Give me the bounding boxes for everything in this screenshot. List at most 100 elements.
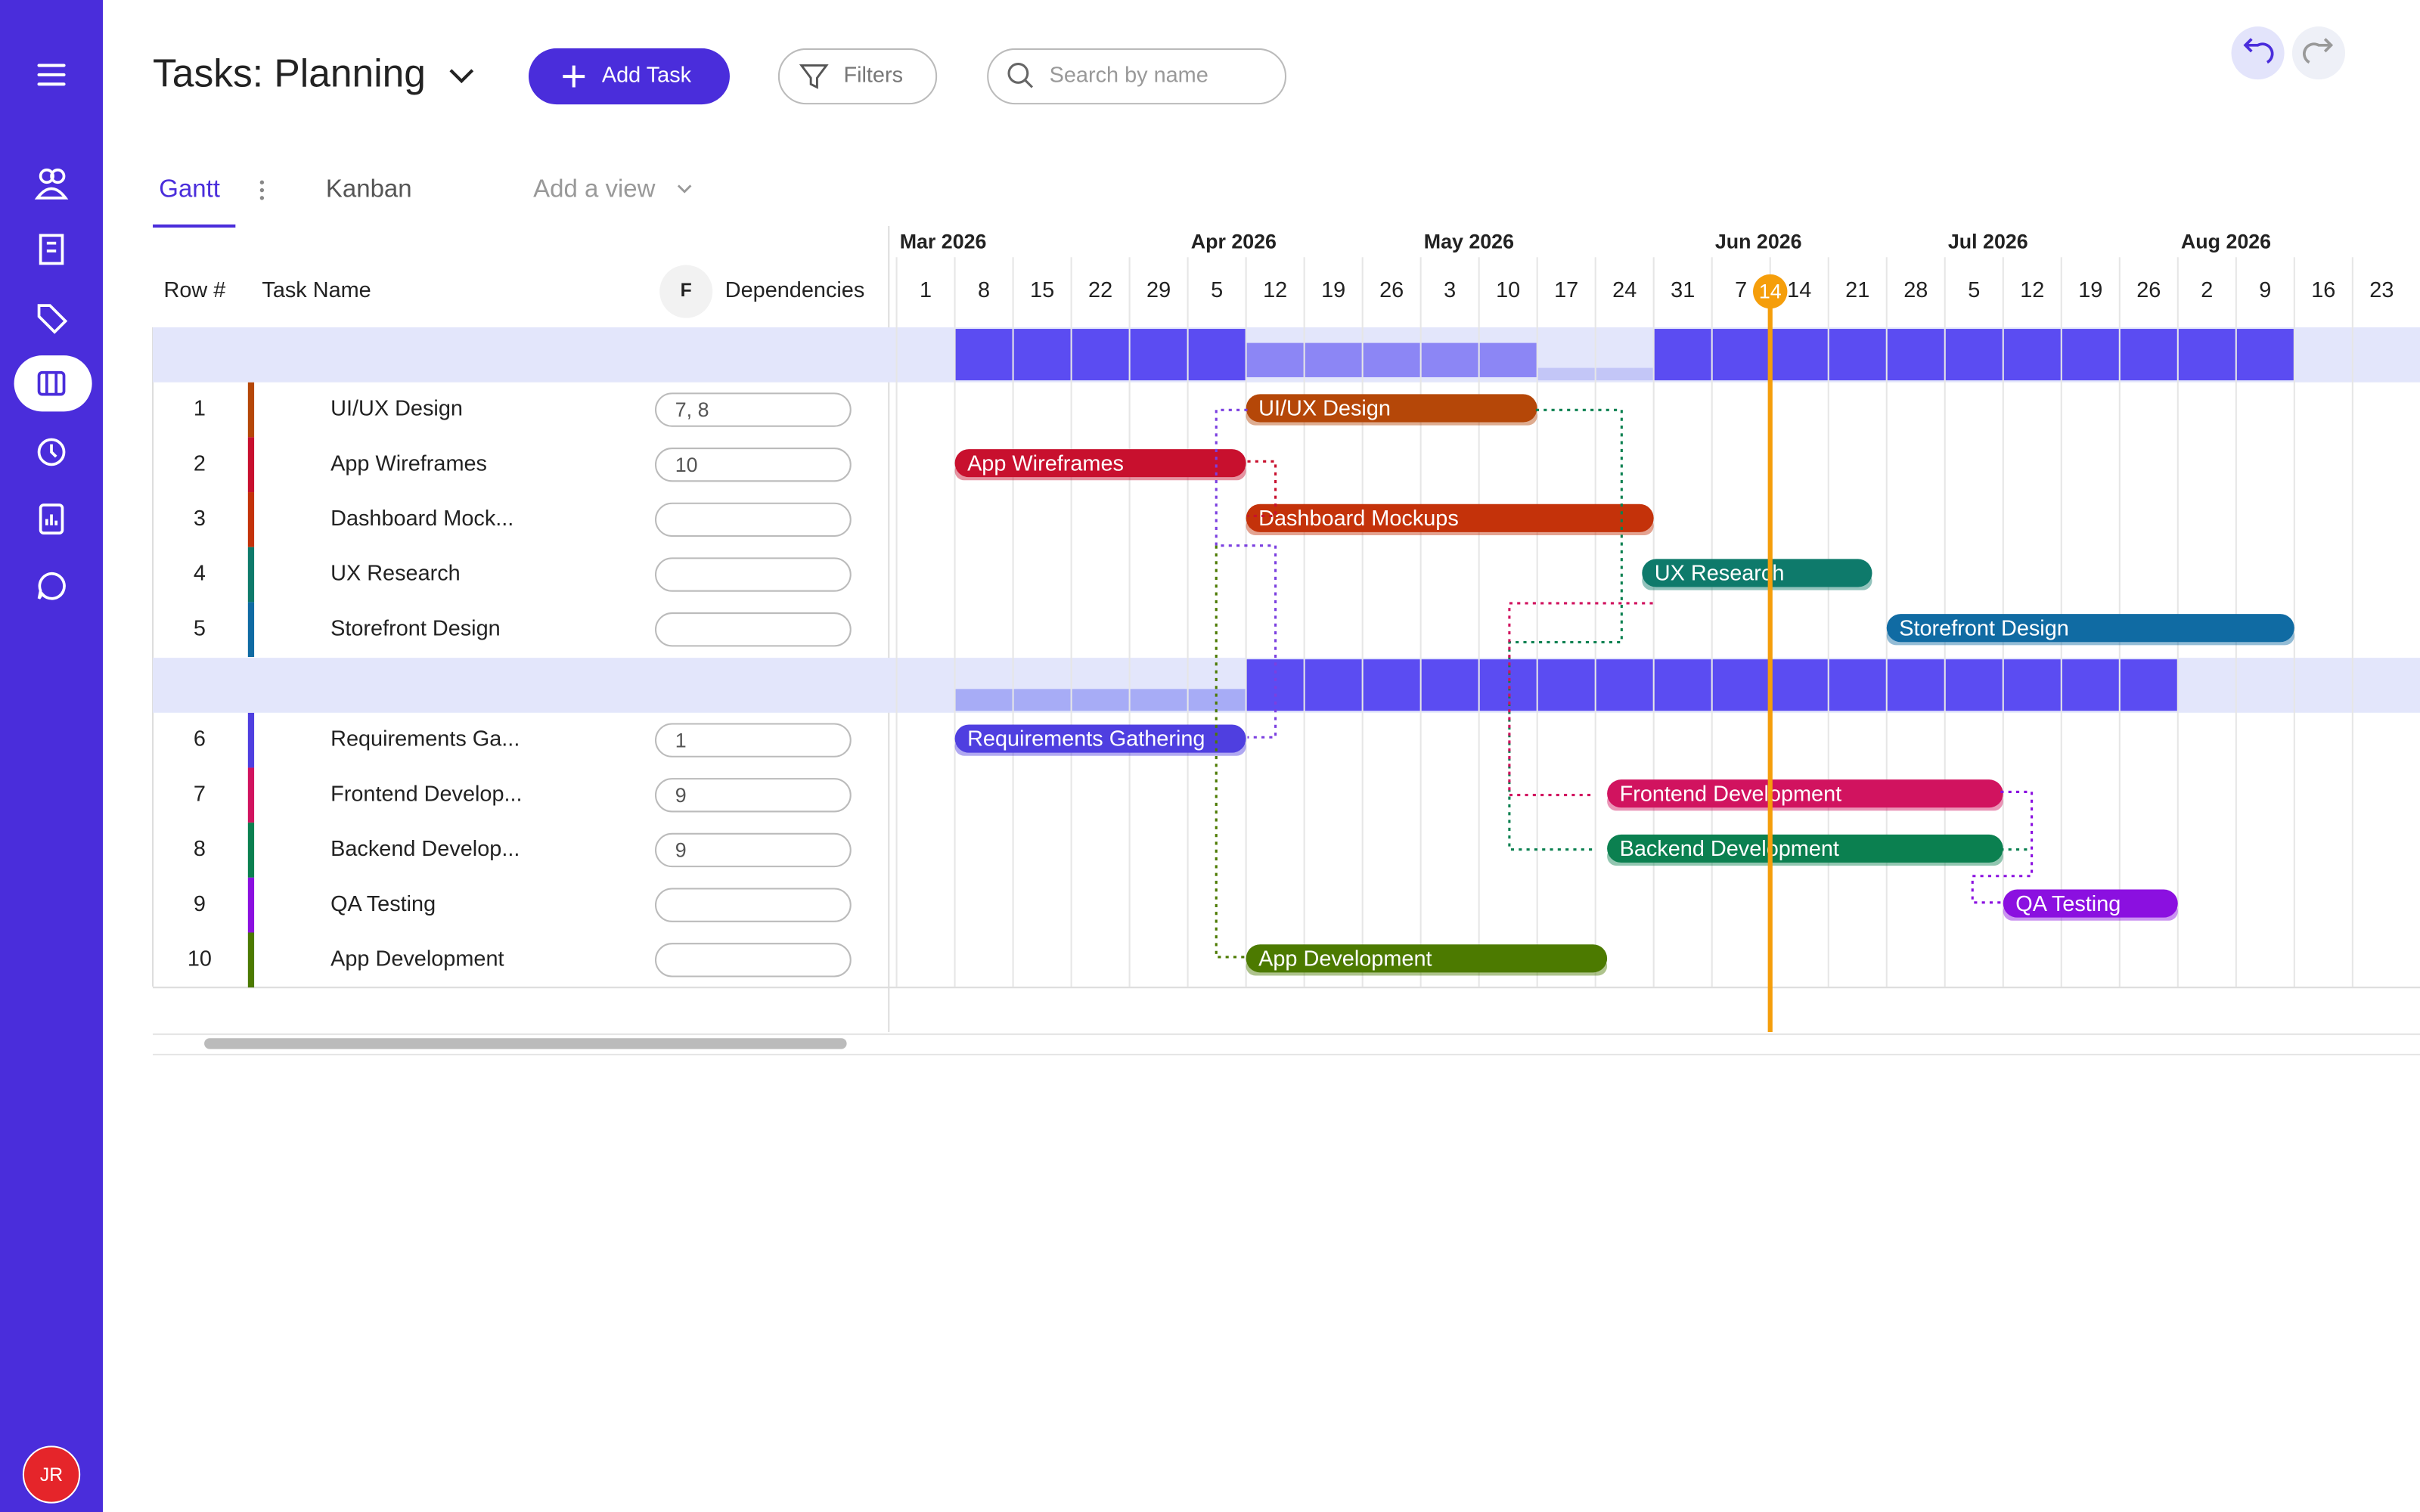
search-icon [1007,62,1029,84]
task-color-strip [247,712,255,768]
summary-cell [1130,689,1187,711]
task-name[interactable]: App Development [330,947,504,971]
add-view[interactable]: Add a view [533,174,655,202]
summary-cell [1829,659,1886,711]
user-avatar[interactable] [22,1445,81,1504]
summary-cell [1654,329,1711,381]
task-name[interactable]: Storefront Design [330,616,501,640]
task-bar[interactable] [954,724,1246,753]
summary-cell [1188,689,1246,711]
week-label: 2 [2201,278,2213,302]
row-number: 10 [188,947,212,971]
summary-cell [1945,329,2003,381]
task-color-strip [247,492,255,547]
task-color-strip [247,823,255,878]
tab-menu[interactable] [259,180,265,200]
user-initials: JR [40,1465,63,1486]
summary-cell [2120,659,2177,711]
dependencies-input[interactable] [654,502,852,538]
dependencies-input[interactable] [654,392,852,427]
task-name[interactable]: Backend Develop... [330,837,520,861]
week-label: 26 [2136,278,2161,302]
chat-icon[interactable] [37,572,66,600]
today-label: 14 [1759,280,1782,303]
summary-cell [2003,329,2061,381]
clock-icon[interactable] [37,438,66,466]
row-number: 3 [194,507,206,531]
task-bar-label: App Wireframes [967,451,1124,476]
dependencies-input[interactable] [654,723,852,758]
dependencies-input[interactable] [654,557,852,592]
week-label: 1 [920,278,932,302]
summary-cell [1537,367,1595,381]
report-icon[interactable] [39,503,64,535]
task-name[interactable]: UI/UX Design [330,397,463,421]
task-bar[interactable] [1246,503,1654,532]
task-name[interactable]: Dashboard Mock... [330,507,513,531]
week-label: 12 [1263,278,1287,302]
dependency-link [1215,408,1277,739]
dependencies-input[interactable] [654,612,852,647]
kanban-tab[interactable]: Kanban [326,174,412,202]
task-bar[interactable] [1607,834,2003,863]
summary-cell [2178,329,2235,381]
task-bar-label: Frontend Development [1620,782,1842,806]
task-color-strip [247,877,255,933]
task-bar[interactable] [2003,889,2178,918]
dependencies-input[interactable] [654,943,852,978]
dependency-link [1508,602,1653,797]
week-label: 28 [1903,278,1928,302]
week-label: 15 [1030,278,1054,302]
title-dropdown[interactable] [449,69,474,84]
task-bar[interactable] [1246,394,1537,423]
add-task-button[interactable] [528,48,730,105]
search-icon-handle [1023,79,1034,88]
gantt-tab[interactable]: Gantt [159,174,220,202]
building-icon[interactable] [39,234,64,265]
task-bar[interactable] [954,449,1246,478]
filters-button[interactable] [777,48,938,105]
dependencies-input[interactable] [654,832,852,868]
month-label: Apr 2026 [1191,231,1277,253]
week-label: 29 [1146,278,1171,302]
task-color-strip [247,932,255,988]
dependencies-input[interactable] [654,448,852,482]
dependencies-input[interactable] [654,778,852,813]
task-name[interactable]: Requirements Ga... [330,727,520,751]
scrollbar[interactable] [204,1038,847,1049]
people-icon[interactable] [34,168,69,200]
task-name[interactable]: UX Research [330,562,461,586]
menu-icon[interactable] [37,64,66,86]
active-nav[interactable] [14,355,92,412]
redo-icon [2303,38,2334,64]
tag-icon[interactable] [37,304,68,334]
summary-cell [1363,659,1420,711]
task-bar-label: UI/UX Design [1258,397,1391,421]
summary-cell [1363,342,1420,377]
summary-cell [1246,342,1304,377]
task-color-strip [247,767,255,823]
task-name[interactable]: App Wireframes [330,451,487,476]
summary-cell [1887,329,1944,381]
summary-cell [1305,342,1362,377]
search-box[interactable] [987,48,1287,105]
dependencies-input[interactable] [654,888,852,922]
dependency-link [1247,460,1277,518]
task-bar[interactable] [1246,944,1608,973]
task-name[interactable]: QA Testing [330,892,436,916]
f-header-bg [659,265,713,318]
summary-cell [1421,659,1478,711]
undo-button[interactable] [2231,26,2285,80]
active-tab-underline [153,224,236,228]
redo-button[interactable] [2291,26,2346,80]
task-bar-label: Dashboard Mockups [1258,507,1459,531]
row-number: 9 [194,892,206,916]
month-label: Jul 2026 [1948,231,2028,253]
task-bar[interactable] [1886,614,2294,643]
task-name[interactable]: Frontend Develop... [330,782,522,806]
task-bar[interactable] [1607,779,2003,808]
summary-cell [1654,659,1711,711]
task-bar[interactable] [1642,559,1872,587]
undo-icon [2243,38,2274,64]
week-label: 8 [978,278,990,302]
